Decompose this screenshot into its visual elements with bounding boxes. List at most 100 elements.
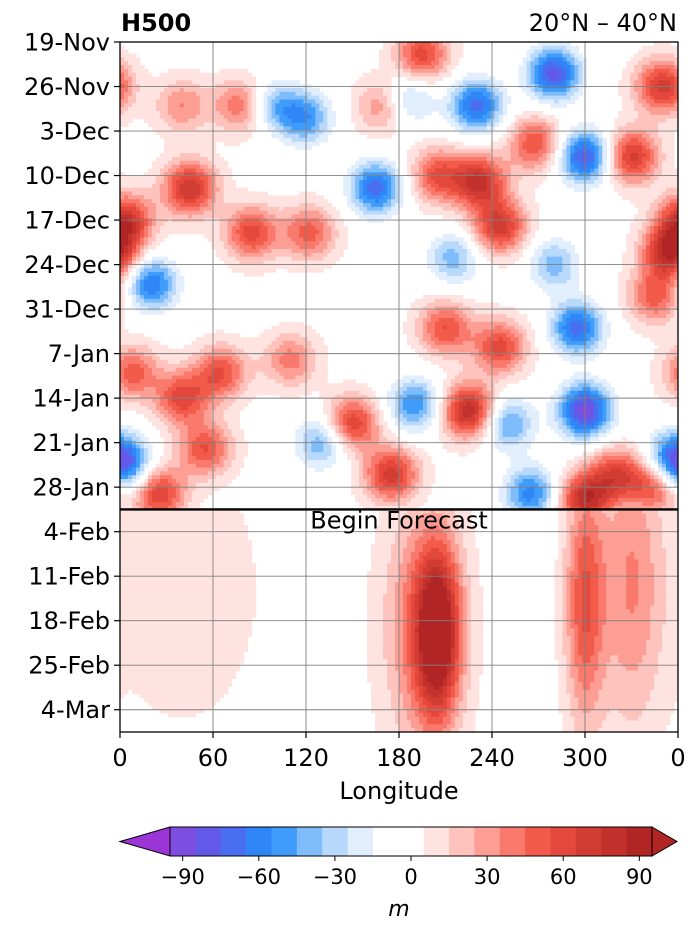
- heatmap-cell: [379, 463, 400, 469]
- heatmap-cell: [223, 371, 233, 377]
- heatmap-cell: [566, 574, 571, 580]
- heatmap-cell: [650, 532, 663, 538]
- heatmap-cell: [395, 191, 400, 196]
- heatmap-cell: [120, 314, 125, 319]
- heatmap-cell: [606, 402, 611, 407]
- heatmap-cell: [199, 187, 205, 193]
- heatmap-cell: [454, 402, 460, 407]
- heatmap-cell: [120, 68, 129, 74]
- heatmap-cell: [402, 375, 424, 380]
- heatmap-cell: [650, 375, 663, 380]
- heatmap-cell: [566, 459, 579, 465]
- heatmap-cell: [490, 114, 496, 120]
- heatmap-cell: [147, 122, 169, 127]
- heatmap-cell: [207, 199, 217, 204]
- heatmap-cell: [243, 118, 253, 124]
- heatmap-cell: [155, 467, 169, 472]
- heatmap-cell: [418, 352, 432, 357]
- heatmap-cell: [574, 559, 579, 564]
- heatmap-cell: [155, 103, 169, 108]
- heatmap-cell: [315, 233, 324, 239]
- heatmap-cell: [263, 260, 336, 265]
- heatmap-cell: [566, 486, 571, 492]
- heatmap-cell: [646, 275, 659, 281]
- heatmap-cell: [458, 613, 464, 618]
- heatmap-cell: [478, 226, 484, 231]
- heatmap-cell: [466, 594, 472, 599]
- heatmap-cell: [630, 609, 635, 614]
- heatmap-cell: [179, 463, 197, 469]
- heatmap-cell: [379, 475, 384, 480]
- heatmap-cell: [355, 176, 364, 181]
- heatmap-cell: [406, 471, 416, 476]
- heatmap-cell: [379, 61, 396, 66]
- heatmap-cell: [466, 264, 476, 269]
- heatmap-cell: [179, 103, 185, 108]
- heatmap-cell: [315, 111, 324, 116]
- heatmap-cell: [307, 463, 332, 469]
- heatmap-cell: [454, 410, 460, 415]
- heatmap-cell: [139, 229, 145, 235]
- heatmap-cell: [303, 436, 316, 442]
- heatmap-cell: [199, 203, 209, 208]
- heatmap-cell: [566, 149, 571, 154]
- heatmap-cell: [143, 260, 153, 265]
- heatmap-cell: [562, 318, 567, 323]
- heatmap-cell: [650, 613, 667, 618]
- heatmap-cell: [120, 528, 249, 534]
- heatmap-cell: [120, 574, 257, 580]
- heatmap-cell: [566, 417, 571, 423]
- heatmap-cell: [482, 252, 492, 258]
- heatmap-cell: [674, 291, 678, 296]
- heatmap-cell: [498, 337, 504, 342]
- heatmap-cell: [466, 567, 480, 572]
- heatmap-cell: [159, 279, 169, 285]
- heatmap-cell: [135, 76, 257, 81]
- heatmap-cell: [602, 559, 627, 564]
- heatmap-cell: [538, 149, 548, 154]
- heatmap-cell: [674, 272, 678, 277]
- heatmap-cell: [167, 191, 173, 196]
- heatmap-cell: [271, 241, 296, 246]
- heatmap-cell: [367, 160, 384, 166]
- heatmap-cell: [598, 571, 607, 576]
- heatmap-cell: [490, 153, 512, 158]
- heatmap-cell: [406, 563, 416, 568]
- heatmap-cell: [363, 459, 372, 465]
- heatmap-cell: [638, 298, 647, 304]
- heatmap-cell: [279, 371, 304, 377]
- heatmap-cell: [570, 429, 575, 434]
- heatmap-cell: [558, 344, 567, 350]
- heatmap-cell: [666, 291, 671, 296]
- heatmap-cell: [410, 344, 424, 350]
- heatmap-cell: [131, 88, 141, 93]
- heatmap-cell: [367, 605, 384, 610]
- heatmap-cell: [594, 475, 631, 480]
- heatmap-cell: [574, 594, 583, 599]
- heatmap-cell: [530, 268, 540, 273]
- heatmap-cell: [594, 333, 599, 338]
- heatmap-cell: [454, 628, 460, 633]
- heatmap-cell: [410, 578, 416, 584]
- heatmap-cell: [235, 448, 249, 453]
- heatmap-cell: [654, 168, 663, 173]
- heatmap-cell: [610, 390, 615, 396]
- heatmap-cell: [558, 68, 567, 74]
- heatmap-cell: [582, 624, 591, 630]
- heatmap-cell: [570, 502, 575, 507]
- heatmap-cell: [466, 620, 472, 626]
- heatmap-cell: [307, 356, 316, 361]
- heatmap-cell: [566, 613, 571, 618]
- heatmap-cell: [526, 233, 536, 239]
- heatmap-cell: [410, 601, 416, 607]
- heatmap-cell: [462, 114, 472, 120]
- heatmap-cell: [418, 471, 424, 476]
- heatmap-cell: [526, 410, 540, 415]
- heatmap-cell: [570, 153, 575, 158]
- heatmap-cell: [574, 456, 587, 461]
- heatmap-cell: [590, 624, 599, 630]
- heatmap-cell: [120, 268, 125, 273]
- heatmap-cell: [120, 325, 125, 331]
- heatmap-cell: [426, 394, 432, 400]
- heatmap-cell: [120, 199, 141, 204]
